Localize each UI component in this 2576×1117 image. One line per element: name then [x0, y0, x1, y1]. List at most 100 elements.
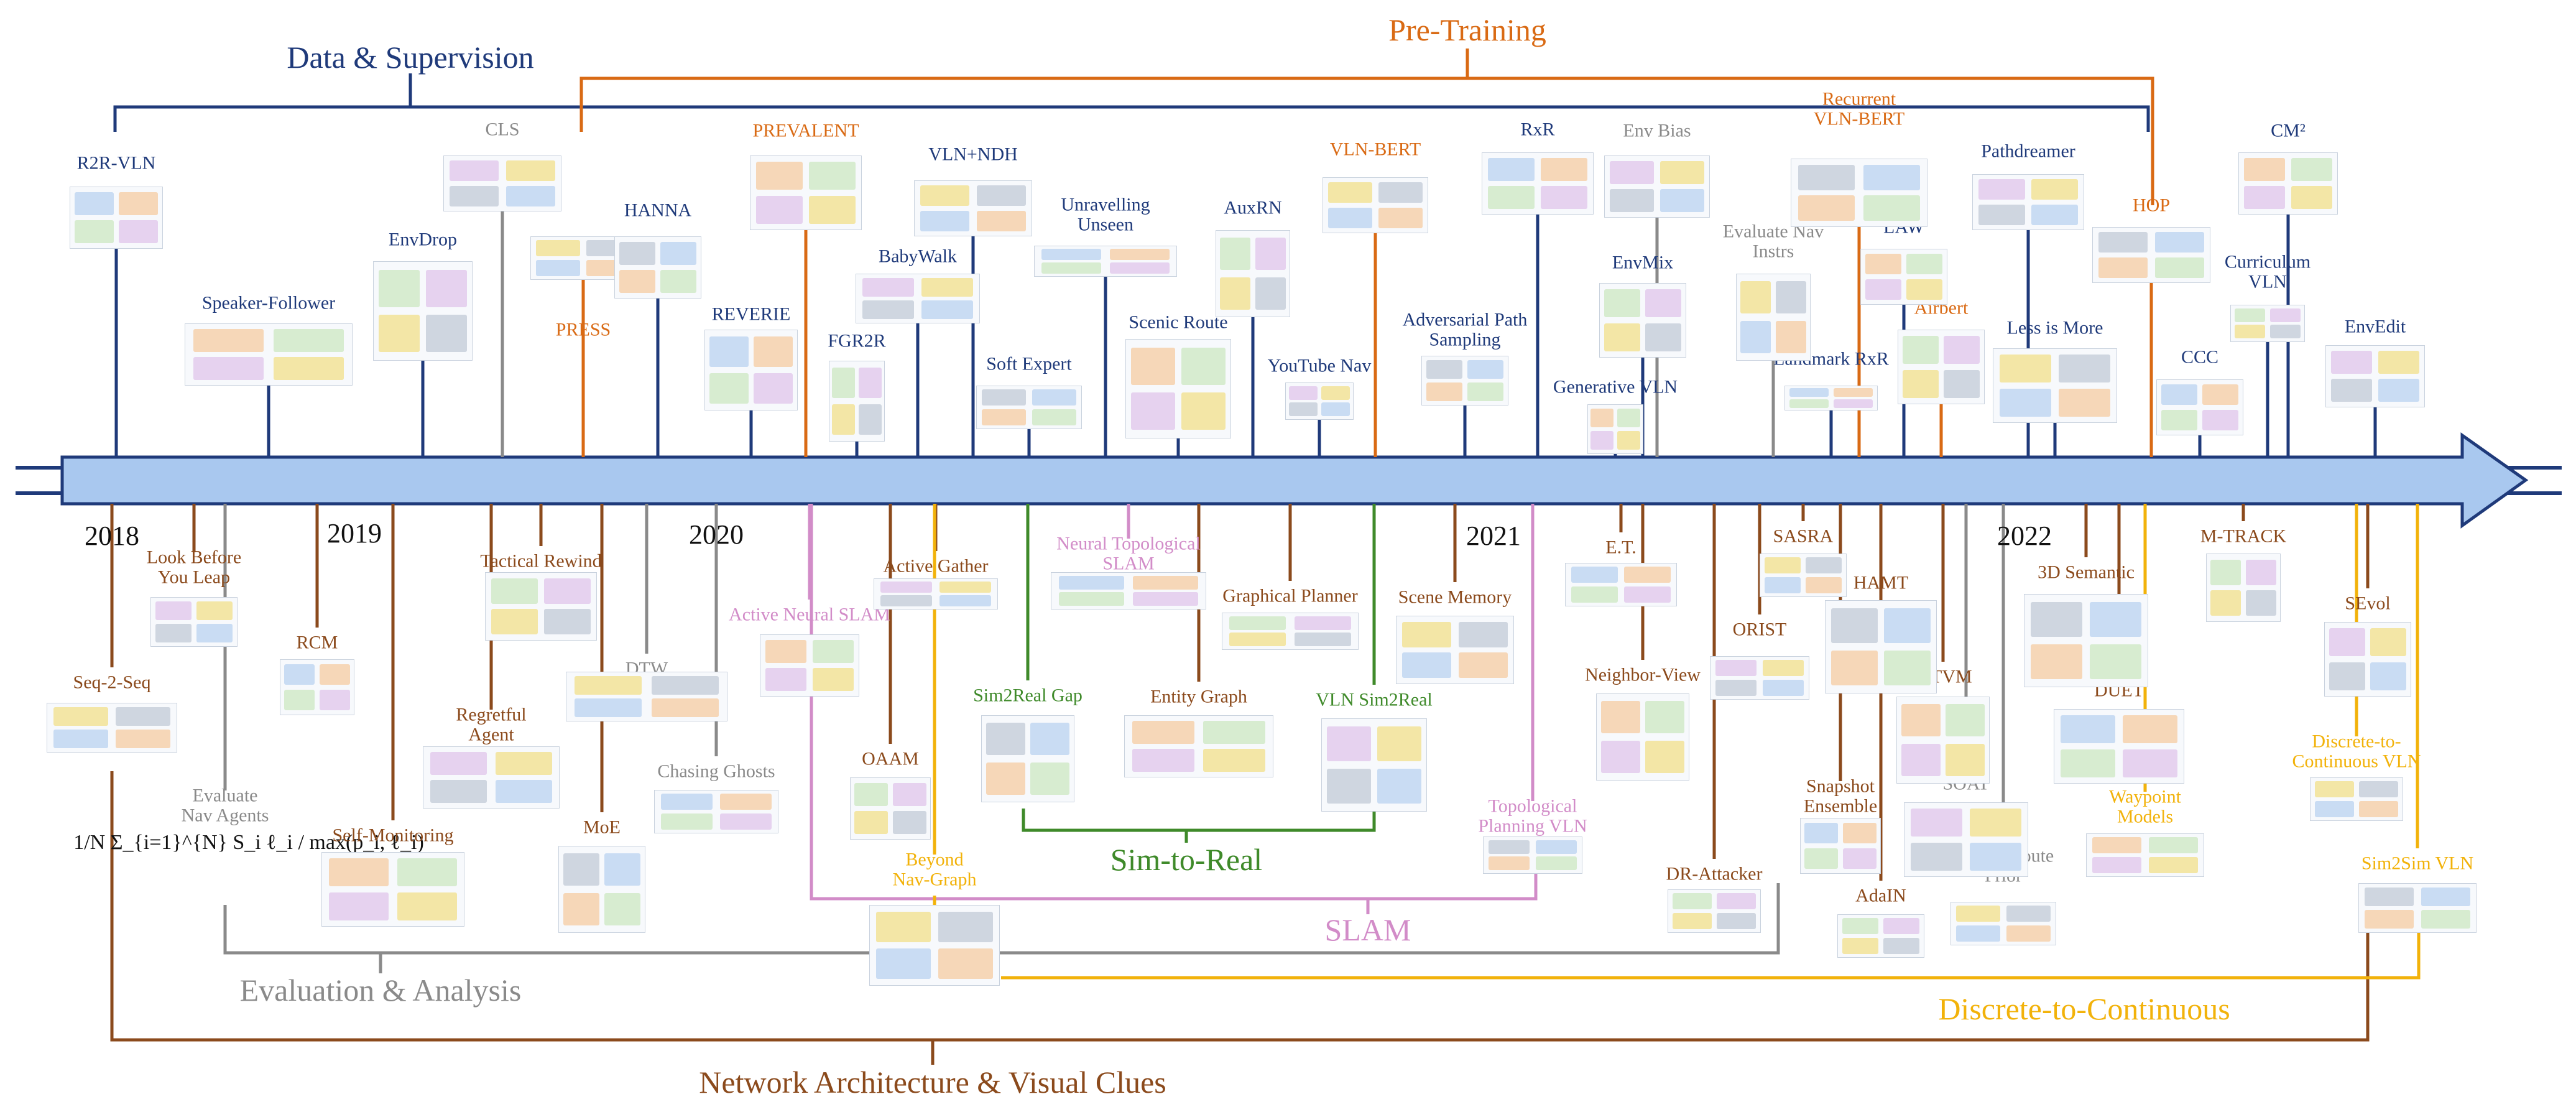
- figure-panel: [1946, 704, 1985, 737]
- paper-label: Active Gather: [883, 555, 989, 577]
- figure-panel: [660, 794, 713, 810]
- figure-panel: [1798, 195, 1855, 221]
- year-2022: 2022: [1997, 520, 2052, 551]
- figure-panel: [119, 220, 158, 244]
- paper-label: Pathdreamer: [1981, 141, 2075, 162]
- figure-panel: [1740, 281, 1771, 314]
- figure-panel: [2031, 179, 2079, 200]
- figure-panel: [1327, 726, 1371, 762]
- figure-panel: [425, 269, 468, 307]
- figure-panel: [1865, 279, 1901, 300]
- bracket-data-supervision: [113, 105, 2150, 132]
- paper-label: Adversarial Path Sampling: [1402, 309, 1528, 350]
- timeline-arrow: [60, 432, 2529, 529]
- figure-panel: [1131, 392, 1175, 430]
- paper-figure-thumbnail: [1710, 656, 1809, 700]
- figure-panel: [604, 892, 641, 925]
- figure-panel: [378, 315, 420, 353]
- paper-figure-thumbnail: [1125, 339, 1231, 438]
- paper-figure-thumbnail: [1668, 889, 1761, 933]
- figure-panel: [1328, 182, 1372, 203]
- figure-panel: [75, 192, 114, 216]
- paper-figure-thumbnail: [321, 852, 464, 927]
- figure-panel: [2089, 601, 2142, 637]
- figure-panel: [1601, 701, 1640, 734]
- figure-panel: [2030, 601, 2083, 637]
- figure-panel: [1535, 840, 1577, 854]
- figure-panel: [1804, 823, 1839, 844]
- figure-panel: [938, 948, 993, 979]
- paper-figure-thumbnail: [1396, 616, 1514, 684]
- figure-panel: [506, 185, 555, 206]
- figure-panel: [1789, 388, 1829, 397]
- paper-figure-thumbnail: [2206, 554, 2281, 622]
- paper-label: SASRA: [1773, 526, 1834, 547]
- figure-panel: [1133, 592, 1198, 606]
- paper-label: Speaker-Follower: [201, 292, 336, 313]
- figure-panel: [193, 356, 264, 381]
- figure-panel: [1255, 238, 1286, 271]
- paper-figure-thumbnail: [185, 323, 353, 386]
- figure-panel: [2202, 409, 2239, 430]
- paper-label: Snapshot Ensemble: [1803, 776, 1878, 816]
- category-title-network: Network Architecture & Visual Clues: [699, 1064, 1166, 1100]
- figure-panel: [1842, 918, 1878, 935]
- figure-panel: [755, 195, 803, 224]
- figure-panel: [719, 813, 772, 830]
- paper-label: Regretful Agent: [456, 704, 527, 744]
- paper-label: Neural Topological SLAM: [1056, 533, 1201, 573]
- figure-panel: [1624, 567, 1671, 583]
- figure-panel: [921, 300, 974, 319]
- figure-panel: [1764, 557, 1801, 574]
- paper-figure-thumbnail: [750, 155, 862, 230]
- figure-panel: [119, 192, 158, 216]
- paper-figure-thumbnail: [1222, 613, 1359, 650]
- figure-panel: [862, 278, 915, 297]
- paper-figure-thumbnail: [485, 572, 597, 641]
- paper-figure-thumbnail: [150, 597, 238, 647]
- figure-panel: [116, 707, 170, 726]
- figure-panel: [1181, 347, 1226, 385]
- figure-panel: [574, 676, 642, 695]
- figure-panel: [1764, 577, 1801, 593]
- figure-panel: [1041, 248, 1102, 261]
- figure-panel: [563, 892, 599, 925]
- figure-panel: [1717, 893, 1756, 910]
- figure-panel: [155, 601, 192, 620]
- paper-figure-thumbnail: [1051, 572, 1206, 609]
- paper-figure-thumbnail: [1599, 283, 1686, 358]
- figure-panel: [491, 578, 538, 604]
- paper-label: Curriculum VLN: [2224, 251, 2311, 292]
- category-title-slam: SLAM: [1324, 912, 1411, 947]
- paper-label: Tactical Rewind: [480, 550, 602, 572]
- figure-panel: [1969, 842, 2022, 871]
- figure-panel: [1377, 768, 1421, 804]
- figure-panel: [1978, 179, 2025, 200]
- figure-panel: [1673, 912, 1712, 929]
- figure-panel: [2370, 662, 2407, 690]
- paper-label: BabyWalk: [879, 246, 957, 267]
- figure-panel: [155, 624, 192, 642]
- figure-panel: [651, 698, 719, 717]
- paper-figure-thumbnail: [1800, 818, 1881, 874]
- paper-figure-thumbnail: [1596, 693, 1689, 781]
- figure-panel: [1132, 720, 1194, 744]
- paper-figure-thumbnail: [280, 659, 354, 715]
- figure-panel: [1203, 720, 1266, 744]
- paper-label: RCM: [296, 632, 338, 653]
- figure-panel: [1402, 621, 1452, 647]
- figure-panel: [1775, 281, 1807, 314]
- figure-panel: [1842, 937, 1878, 954]
- spl-equation: 1/N Σ_{i=1}^{N} S_i ℓ_i / max(p_i, ℓ_i): [73, 831, 424, 855]
- figure-panel: [491, 609, 538, 635]
- figure-panel: [755, 162, 803, 190]
- figure-panel: [2061, 749, 2115, 777]
- paper-label: EnvEdit: [2344, 316, 2406, 337]
- paper-label: VLN-BERT: [1329, 139, 1421, 160]
- figure-panel: [397, 892, 457, 920]
- paper-figure-thumbnail: [1482, 152, 1594, 215]
- figure-panel: [2370, 628, 2407, 657]
- figure-panel: [619, 241, 655, 266]
- figure-panel: [1740, 320, 1771, 353]
- figure-panel: [892, 810, 926, 835]
